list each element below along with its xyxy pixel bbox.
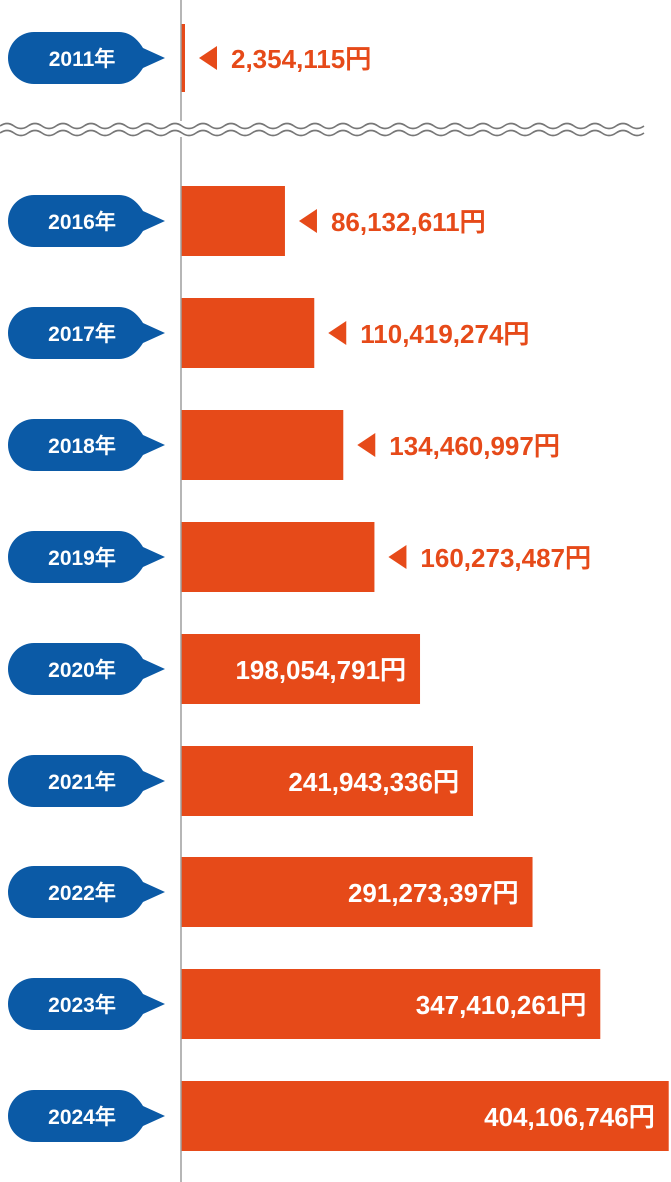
category-label-5: 2020年: [48, 658, 116, 682]
category-badge-1: [8, 195, 165, 247]
value-pointer-icon-4: [388, 545, 407, 569]
bar-6: [181, 746, 474, 816]
category-label-7: 2022年: [48, 881, 116, 905]
bar-2: [181, 298, 315, 368]
category-label-6: 2021年: [48, 770, 116, 794]
axis-break-line-top: [0, 122, 645, 130]
value-label-8: 347,410,261円: [416, 990, 587, 1020]
value-label-4: 160,273,487円: [420, 543, 591, 573]
value-pointer-icon-2: [328, 321, 347, 345]
category-label-3: 2018年: [48, 434, 116, 458]
bar-5: [181, 634, 421, 704]
bar-7: [181, 857, 533, 927]
axis-break-gap: [0, 121, 630, 137]
value-pointer-icon-1: [298, 209, 317, 233]
value-label-1: 86,132,611円: [331, 207, 486, 237]
value-label-2: 110,419,274円: [360, 319, 529, 349]
bar-3: [181, 410, 344, 480]
value-label-0: 2,354,115円: [231, 44, 371, 74]
value-label-3: 134,460,997円: [389, 431, 560, 461]
bar-9: [181, 1081, 669, 1151]
category-badge-9: [8, 1090, 165, 1142]
category-badge-4: [8, 531, 165, 583]
category-label-9: 2024年: [48, 1105, 116, 1129]
category-label-8: 2023年: [48, 993, 116, 1017]
category-badge-8: [8, 978, 165, 1030]
axis-break-line-bottom: [0, 129, 645, 137]
category-badge-2: [8, 307, 165, 359]
category-label-2: 2017年: [48, 322, 116, 346]
category-badge-5: [8, 643, 165, 695]
bar-8: [181, 969, 601, 1039]
category-badge-6: [8, 755, 165, 807]
value-label-7: 291,273,397円: [348, 878, 519, 908]
value-label-5: 198,054,791円: [235, 655, 406, 685]
value-label-9: 404,106,746円: [484, 1102, 655, 1132]
category-badge-7: [8, 866, 165, 918]
category-badge-3: [8, 419, 165, 471]
value-pointer-icon-3: [357, 433, 376, 457]
value-label-6: 241,943,336円: [288, 767, 459, 797]
category-label-0: 2011年: [49, 47, 116, 71]
category-label-4: 2019年: [48, 546, 116, 570]
bar-4: [181, 522, 375, 592]
bar-0: [181, 24, 185, 92]
value-pointer-icon-0: [199, 46, 217, 70]
category-label-1: 2016年: [48, 210, 116, 234]
bar-1: [181, 186, 285, 256]
category-badge-0: [8, 32, 165, 84]
